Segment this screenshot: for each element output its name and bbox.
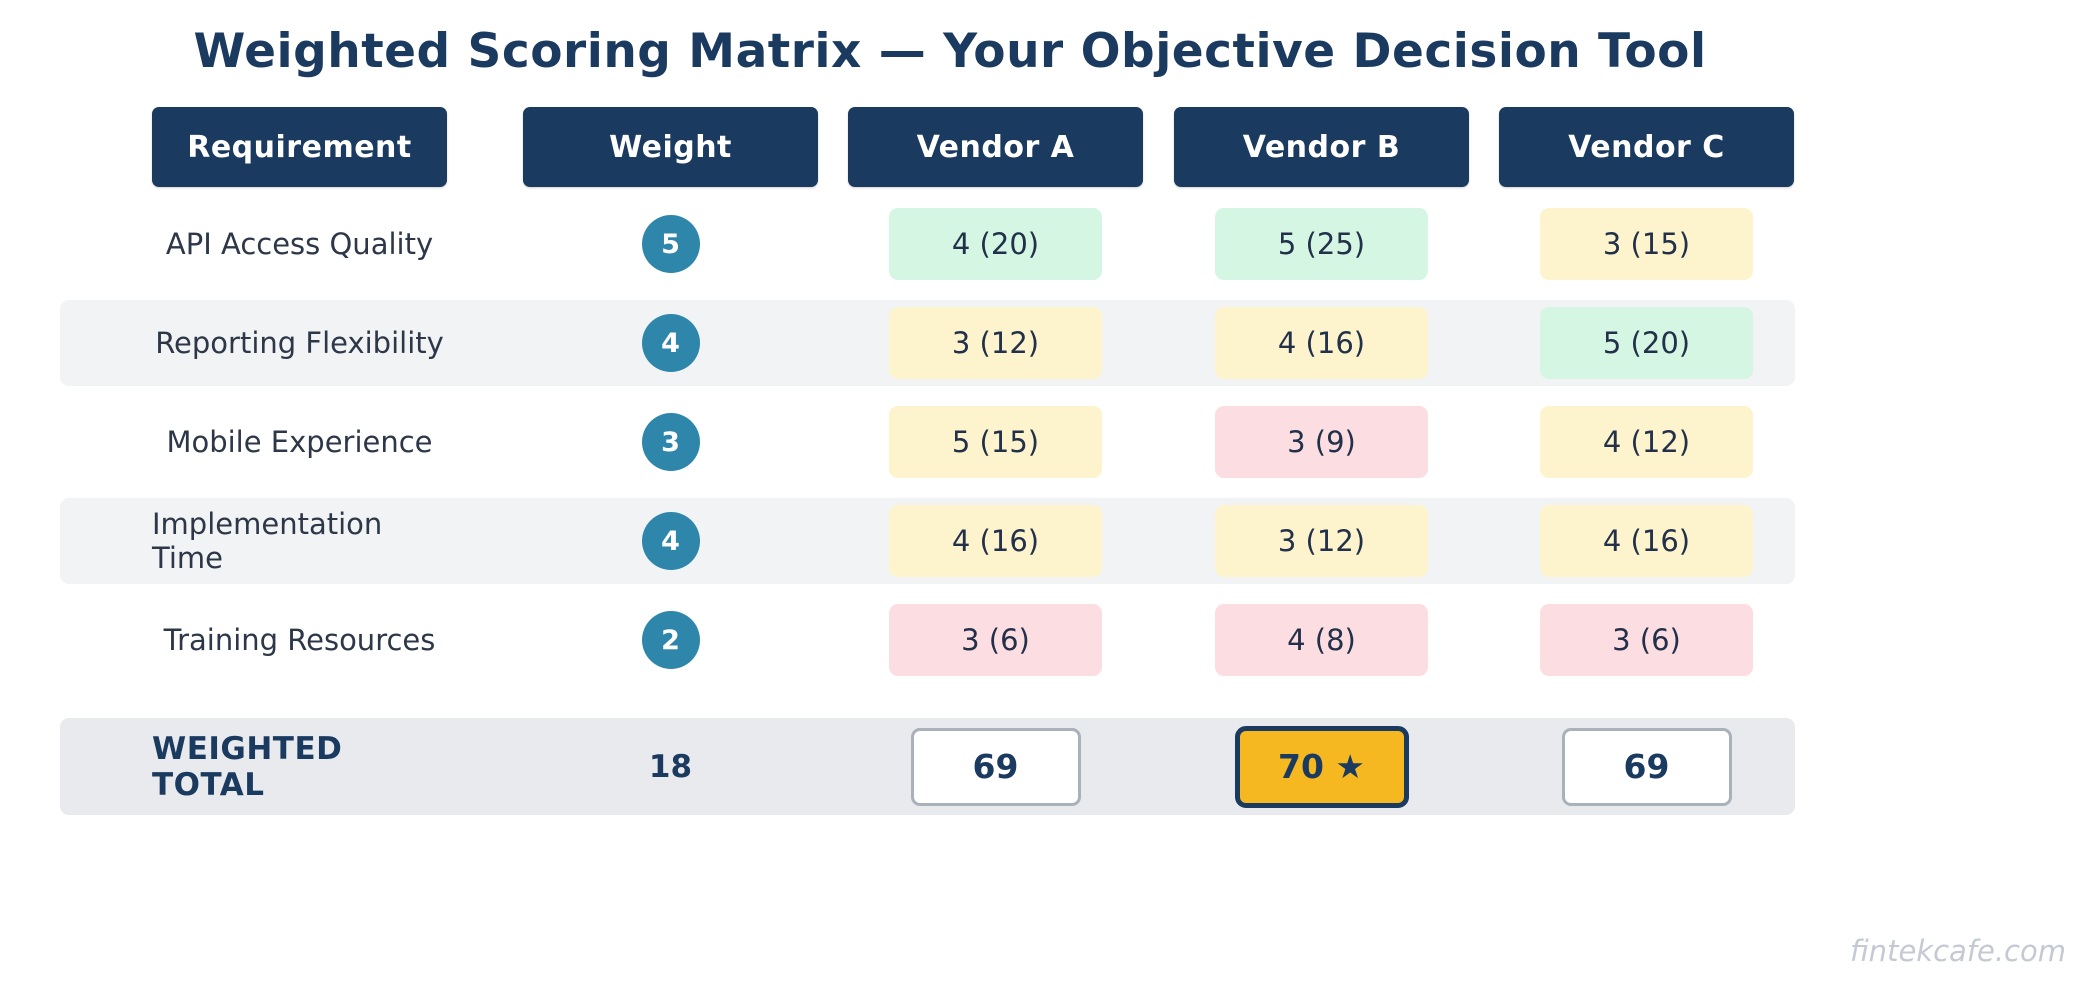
table-row: Implementation Time 4 4 (16) 3 (12) 4 (1… [60,498,1795,584]
requirement-label: API Access Quality [165,227,434,261]
vendor-a-cell: 3 (12) [848,300,1143,386]
score-chip: 3 (6) [1540,604,1753,676]
requirement-label: Mobile Experience [166,425,433,459]
vendor-b-cell: 5 (25) [1174,201,1469,287]
score-chip: 5 (25) [1215,208,1428,280]
table-row: Reporting Flexibility 4 3 (12) 4 (16) 5 … [60,300,1795,386]
score-chip: 4 (12) [1540,406,1753,478]
vendor-a-total-cell: 69 [848,718,1143,815]
vendor-a-total-box: 69 [910,727,1081,806]
column-header-weight: Weight [523,107,818,187]
vendor-c-cell: 3 (15) [1499,201,1794,287]
total-weight: 18 [648,748,693,785]
watermark: fintekcafe.com [1849,934,2066,968]
score-chip: 3 (15) [1540,208,1753,280]
score-chip: 3 (9) [1215,406,1428,478]
score-chip: 3 (12) [1215,505,1428,577]
vendor-b-cell: 3 (12) [1174,498,1469,584]
score-chip: 3 (12) [889,307,1102,379]
page-title: Weighted Scoring Matrix — Your Objective… [193,24,1707,79]
score-chip: 4 (16) [889,505,1102,577]
score-chip: 4 (8) [1215,604,1428,676]
score-chip: 4 (16) [1215,307,1428,379]
vendor-b-cell: 3 (9) [1174,399,1469,485]
vendor-b-cell: 4 (8) [1174,597,1469,683]
requirement-label: Reporting Flexibility [155,326,444,360]
weight-badge: 4 [641,512,700,570]
total-label: WEIGHTED TOTAL [152,730,343,803]
matrix-table: Requirement Weight Vendor A Vendor B Ven… [60,0,1795,986]
vendor-a-cell: 4 (20) [848,201,1143,287]
weight-badge: 3 [641,413,700,471]
weight-cell: 5 [523,201,818,287]
score-chip: 5 (15) [889,406,1102,478]
vendor-b-total-box-winner: 70 ★ [1234,725,1409,808]
table-row: Mobile Experience 3 5 (15) 3 (9) 4 (12) [60,399,1795,485]
vendor-c-cell: 4 (16) [1499,498,1794,584]
score-chip: 5 (20) [1540,307,1753,379]
weight-cell: 4 [523,498,818,584]
vendor-a-cell: 4 (16) [848,498,1143,584]
total-row: WEIGHTED TOTAL 18 69 70 ★ 69 [60,718,1795,815]
column-header-vendor-c: Vendor C [1499,107,1794,187]
score-chip: 3 (6) [889,604,1102,676]
score-chip: 4 (16) [1540,505,1753,577]
vendor-c-cell: 5 (20) [1499,300,1794,386]
vendor-a-cell: 5 (15) [848,399,1143,485]
weight-badge: 5 [641,215,700,273]
table-row: API Access Quality 5 4 (20) 5 (25) 3 (15… [60,201,1795,287]
weight-badge: 2 [641,611,700,669]
vendor-c-cell: 4 (12) [1499,399,1794,485]
vendor-c-total-box: 69 [1561,727,1732,806]
weight-cell: 4 [523,300,818,386]
vendor-c-cell: 3 (6) [1499,597,1794,683]
vendor-b-cell: 4 (16) [1174,300,1469,386]
vendor-c-total-cell: 69 [1499,718,1794,815]
table-row: Training Resources 2 3 (6) 4 (8) 3 (6) [60,597,1795,683]
column-header-vendor-b: Vendor B [1174,107,1469,187]
column-header-requirement: Requirement [152,107,447,187]
score-chip: 4 (20) [889,208,1102,280]
column-header-vendor-a: Vendor A [848,107,1143,187]
requirement-label: Training Resources [163,623,436,657]
weight-cell: 2 [523,597,818,683]
weight-cell: 3 [523,399,818,485]
vendor-a-cell: 3 (6) [848,597,1143,683]
weight-badge: 4 [641,314,700,372]
requirement-label: Implementation Time [152,507,383,575]
vendor-b-total-cell: 70 ★ [1174,718,1469,815]
